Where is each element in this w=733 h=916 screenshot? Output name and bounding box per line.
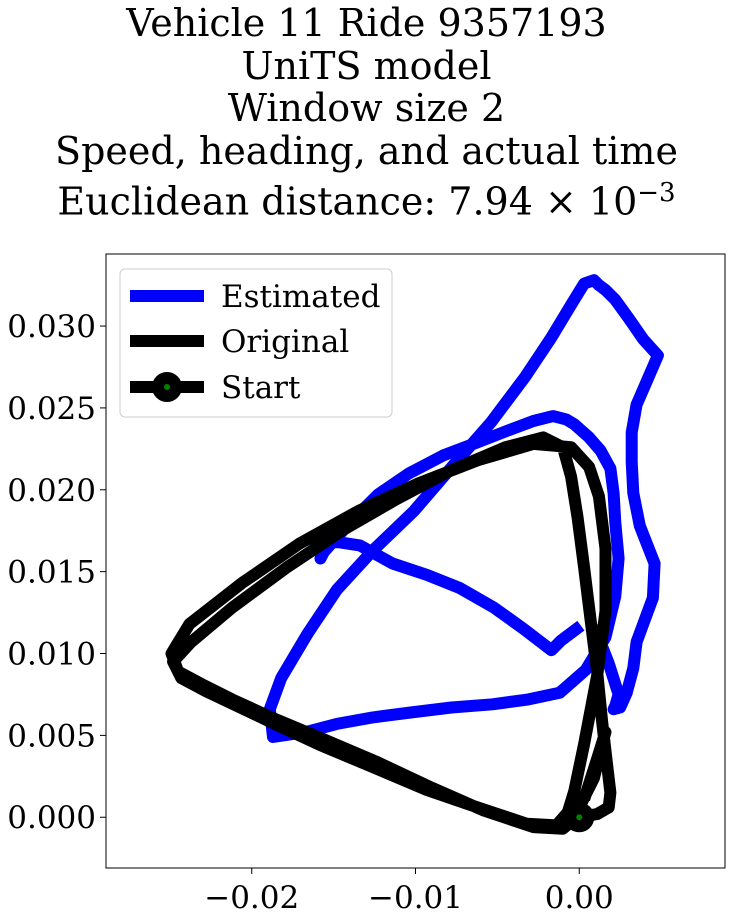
title-metric-mantissa: 7.94 × 10 [448,179,638,224]
y-tick-label: 0.000 [7,800,96,836]
title-line: Speed, heading, and actual time [55,128,678,173]
series-line-original [165,431,617,835]
title-metric: Euclidean distance: 7.94 × 10−3 [0,172,733,223]
series-layer [165,274,664,835]
y-tick-label: 0.020 [7,473,96,509]
chart-title: Vehicle 11 Ride 9357193 UniTS model Wind… [0,2,733,223]
legend-label: Estimated [221,279,380,315]
title-line: Vehicle 11 Ride 9357193 [126,1,607,45]
title-line: UniTS model [241,43,492,88]
x-axis: −0.02 −0.01 0.00 [204,868,614,916]
title-metric-exponent: −3 [637,178,676,208]
start-marker [564,802,595,833]
title-metric-label: Euclidean distance: [57,179,449,224]
x-tick-label: −0.02 [204,880,299,916]
legend-label: Original [221,324,349,360]
y-axis: 0.000 0.005 0.010 0.015 0.020 0.025 0.030 [7,309,106,836]
y-tick-label: 0.025 [7,391,96,427]
x-tick-label: 0.00 [545,880,614,916]
legend-marker [152,372,182,402]
title-line: Window size 2 [227,86,506,130]
x-tick-label: −0.01 [368,880,463,916]
legend-box [119,268,393,418]
y-tick-label: 0.010 [7,637,96,673]
legend: Estimated Original Start [119,268,393,418]
legend-label: Start [221,370,301,406]
y-tick-label: 0.005 [7,718,96,754]
y-tick-label: 0.015 [7,555,96,591]
y-tick-label: 0.030 [7,309,96,345]
